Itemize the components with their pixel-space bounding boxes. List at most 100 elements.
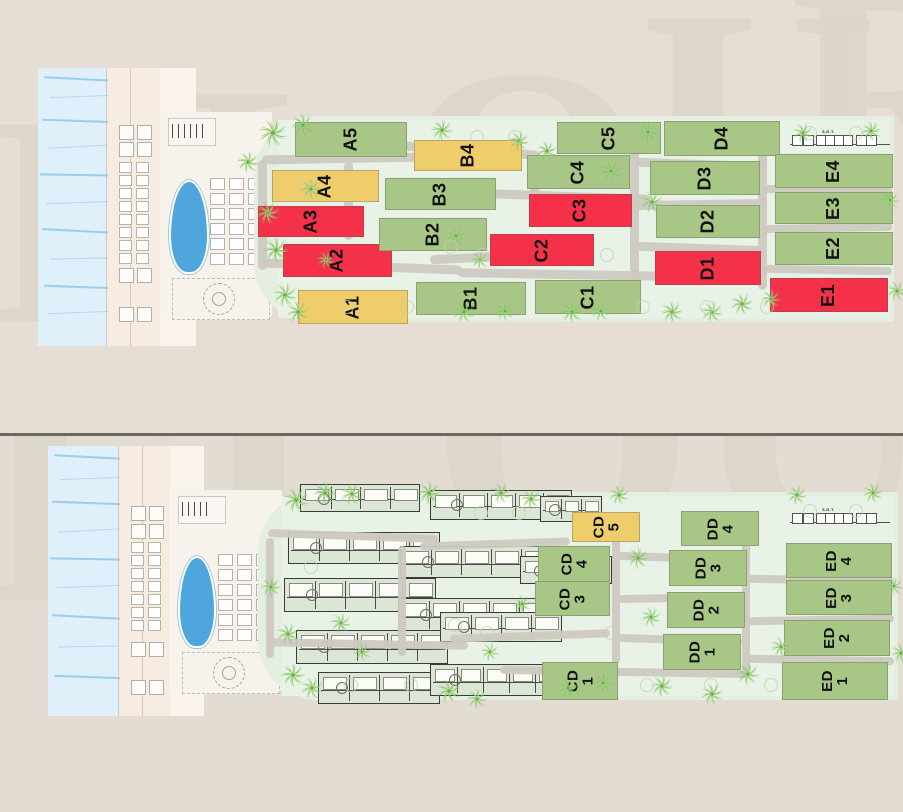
bar-detail bbox=[194, 502, 195, 516]
villa-courtyard-icon bbox=[310, 542, 322, 554]
plot-ed2[interactable]: ED 2 bbox=[784, 620, 890, 656]
plot-b4[interactable]: B4 bbox=[414, 140, 522, 171]
plot-label-code: DD bbox=[691, 556, 709, 580]
plot-label: D3 bbox=[694, 165, 715, 191]
plot-label: D1 bbox=[697, 255, 718, 281]
plot-c3[interactable]: C3 bbox=[529, 194, 632, 227]
beach-cabana bbox=[131, 680, 146, 695]
plot-cd4[interactable]: CD 4 bbox=[538, 546, 610, 582]
plot-a3[interactable]: A3 bbox=[258, 206, 364, 237]
villa-courtyard-icon bbox=[420, 609, 432, 621]
bar-detail bbox=[190, 124, 191, 138]
internal-road bbox=[266, 538, 274, 658]
landscape-tree-circle bbox=[470, 130, 484, 144]
plot-d2[interactable]: D2 bbox=[656, 205, 760, 238]
plot-b3[interactable]: B3 bbox=[385, 178, 496, 210]
plot-label: A4 bbox=[314, 173, 335, 199]
villa-courtyard-icon bbox=[549, 504, 561, 516]
plot-b2[interactable]: B2 bbox=[379, 218, 487, 251]
plot-b1[interactable]: B1 bbox=[416, 282, 526, 315]
landscape-tree-circle bbox=[480, 626, 494, 640]
plot-label-number: 2 bbox=[704, 605, 722, 615]
plot-a4[interactable]: A4 bbox=[272, 170, 379, 202]
plot-label-number: 1 bbox=[578, 676, 596, 686]
villa-partition bbox=[501, 615, 502, 639]
villa-partition bbox=[487, 493, 488, 517]
sunbed-cluster bbox=[131, 542, 165, 638]
bottom-panel-villa-layout: F L O U bbox=[0, 436, 903, 812]
beach-cabana bbox=[149, 506, 164, 521]
beach-cabana bbox=[137, 268, 152, 283]
plot-label: B1 bbox=[460, 286, 481, 311]
villa-partition bbox=[291, 550, 437, 551]
villa-courtyard-icon bbox=[422, 556, 434, 568]
villa-partition bbox=[331, 487, 332, 509]
plot-label-code: DD bbox=[685, 640, 703, 664]
plot-label: ED 4 bbox=[823, 550, 855, 572]
plot-d3[interactable]: D3 bbox=[650, 161, 760, 195]
villa-partition bbox=[379, 675, 380, 701]
plot-label-number: 1 bbox=[834, 676, 851, 686]
plot-label: ED 2 bbox=[821, 627, 853, 649]
plot-label-code: DD bbox=[703, 517, 721, 540]
beach-bar-building bbox=[178, 496, 226, 524]
plot-label: CD 1 bbox=[564, 670, 596, 693]
plot-dd2[interactable]: DD 2 bbox=[667, 592, 745, 628]
villa-partition bbox=[360, 487, 361, 509]
tree-circle bbox=[803, 504, 817, 518]
plot-c1[interactable]: C1 bbox=[535, 280, 641, 314]
top-panel-availability-plan: E L O U R bbox=[38, 68, 903, 346]
plot-dd1[interactable]: DD 1 bbox=[663, 634, 741, 670]
plot-ed1[interactable]: ED 1 bbox=[782, 662, 888, 700]
landscape-tree-circle bbox=[700, 300, 714, 314]
beach-cabana bbox=[149, 524, 164, 539]
plot-label-number: 4 bbox=[572, 559, 590, 569]
plot-ed3[interactable]: ED 3 bbox=[786, 580, 892, 615]
bar-detail bbox=[206, 502, 207, 516]
plot-cd5[interactable]: CD 5 bbox=[572, 512, 640, 542]
tree-circle bbox=[849, 504, 863, 518]
plot-e1[interactable]: E1 bbox=[770, 278, 888, 312]
internal-road bbox=[630, 150, 639, 280]
plot-ed4[interactable]: ED 4 bbox=[786, 543, 892, 578]
villa-partition bbox=[491, 549, 492, 575]
plot-cd1[interactable]: CD 1 bbox=[542, 662, 618, 700]
plot-a2[interactable]: A2 bbox=[283, 244, 392, 277]
landscape-tree-circle bbox=[636, 300, 650, 314]
villa-floorplan bbox=[318, 672, 440, 704]
plot-label: CD 3 bbox=[556, 587, 588, 610]
plot-c4[interactable]: C4 bbox=[527, 155, 630, 189]
bar-detail bbox=[182, 502, 183, 516]
service-unit bbox=[866, 135, 877, 146]
landscape-tree-circle bbox=[512, 506, 526, 520]
plot-e4[interactable]: E4 bbox=[775, 154, 893, 188]
plot-c5[interactable]: C5 bbox=[557, 122, 661, 154]
landscape-tree-circle bbox=[444, 240, 458, 254]
villa-furniture bbox=[394, 489, 418, 501]
plot-label: E4 bbox=[823, 159, 844, 183]
villa-partition bbox=[375, 581, 376, 609]
plot-dd4[interactable]: DD 4 bbox=[681, 511, 759, 546]
plot-d4[interactable]: D4 bbox=[664, 121, 780, 156]
sunbed-cluster bbox=[119, 162, 153, 264]
plot-e3[interactable]: E3 bbox=[775, 192, 893, 224]
landscape-tree-circle bbox=[760, 300, 774, 314]
beach-cabana bbox=[131, 524, 146, 539]
plot-label: A2 bbox=[326, 248, 347, 273]
plot-c2[interactable]: C2 bbox=[490, 234, 594, 266]
plot-label: E1 bbox=[818, 283, 839, 307]
plot-a5[interactable]: A5 bbox=[295, 122, 407, 157]
plot-label: ED 1 bbox=[819, 670, 851, 692]
plot-label-number: 5 bbox=[604, 522, 622, 532]
plot-dd3[interactable]: DD 3 bbox=[669, 550, 747, 586]
plot-d1[interactable]: D1 bbox=[655, 251, 761, 285]
villa-furniture bbox=[585, 501, 599, 512]
landscape-tree-circle bbox=[340, 300, 354, 314]
plot-label-number: 4 bbox=[718, 524, 736, 533]
plot-label: B3 bbox=[429, 181, 450, 207]
plot-label-code: ED bbox=[823, 586, 840, 609]
plot-e2[interactable]: E2 bbox=[775, 232, 893, 265]
beach-sand bbox=[108, 68, 162, 346]
plot-cd3[interactable]: CD 3 bbox=[535, 581, 610, 616]
